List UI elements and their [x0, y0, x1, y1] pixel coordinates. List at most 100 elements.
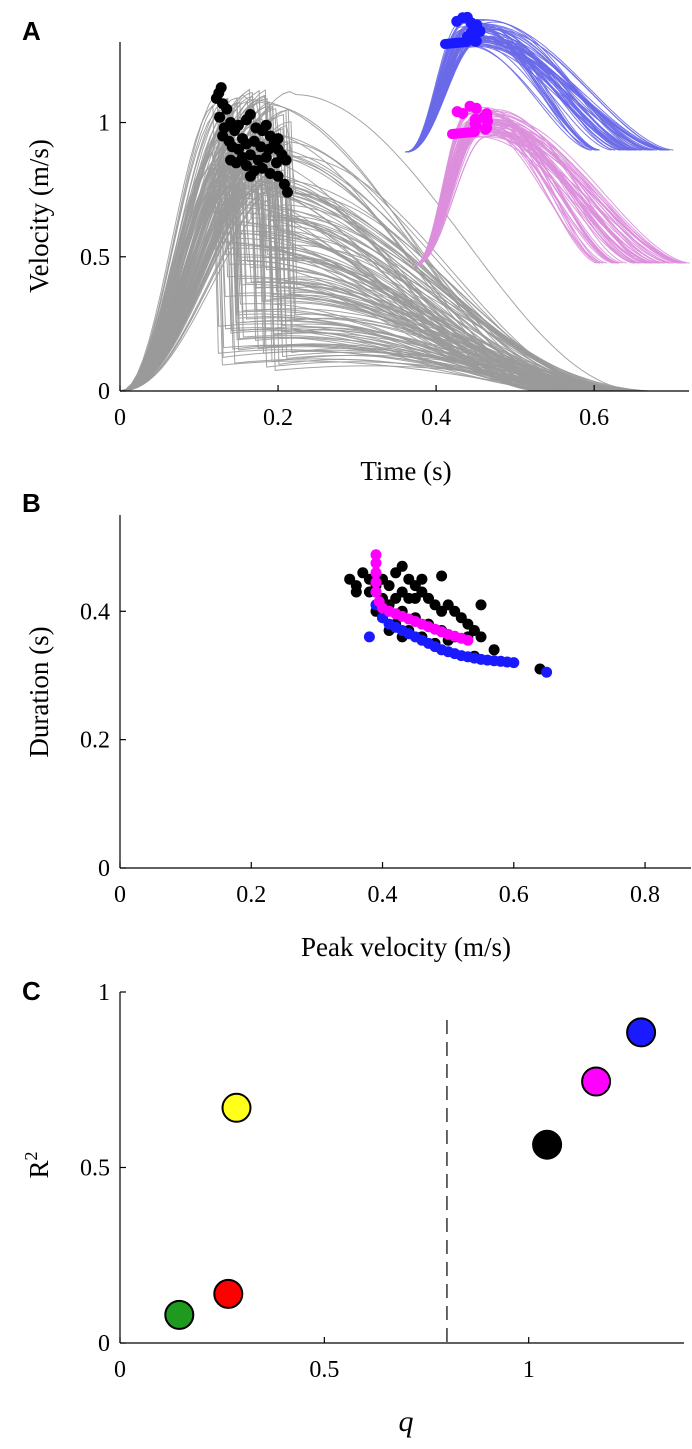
peak-velocity-marker — [260, 119, 272, 131]
panel-a-y-tick-label: 0 — [98, 379, 110, 405]
black-duration-point — [396, 560, 408, 572]
peak-velocity-marker — [240, 160, 252, 171]
black-duration-point — [488, 644, 500, 656]
gray-velocity-curve — [119, 88, 638, 392]
panel-b-letter: B — [22, 488, 41, 518]
panel-a-x-label: Time (s) — [360, 456, 451, 486]
black-duration-point — [350, 586, 362, 598]
pink-inset-curve — [412, 126, 687, 267]
peak-velocity-marker — [244, 170, 256, 182]
panel-c-x-tick-label: 0.5 — [309, 1357, 339, 1383]
blue-r2-point — [626, 1017, 657, 1048]
peak-velocity-marker — [225, 154, 237, 166]
blue-peak-band — [440, 37, 472, 49]
gray-velocity-curve — [119, 181, 606, 392]
blue-inset-curve — [405, 24, 597, 153]
blue-duration-point — [541, 666, 553, 678]
magenta-peak-band — [447, 127, 479, 139]
magenta-duration-point — [462, 634, 474, 646]
black-duration-point — [416, 573, 428, 585]
magenta-duration-point — [370, 586, 382, 598]
panel-b-x-tick-label: 0.4 — [368, 882, 398, 908]
panel-b-x-tick-label: 0 — [114, 882, 126, 908]
panel-b-y-ticks: 0 0.2 0.4 — [80, 599, 126, 882]
gray-velocity-curve — [119, 107, 551, 392]
panel-a-x-tick-label: 0 — [114, 405, 126, 431]
panel-c-y-ticks: 00.51 — [80, 980, 126, 1357]
panel-b-x-tick-label: 0.8 — [630, 882, 660, 908]
gray-velocity-curve — [119, 168, 570, 392]
panel-c-y-label-base: R — [24, 1160, 54, 1178]
blue-peak-marker — [451, 15, 463, 27]
peak-velocity-marker — [282, 186, 293, 198]
panel-c-y-tick-label: 1 — [98, 980, 110, 1006]
gray-velocity-curve — [119, 179, 614, 392]
black-r2-point — [532, 1129, 563, 1160]
yellow-r2-point — [221, 1092, 252, 1123]
black-duration-point — [475, 631, 487, 643]
magenta-peak-marker — [457, 108, 469, 119]
magenta-peak-marker — [480, 123, 491, 135]
red-r2-point — [213, 1278, 244, 1309]
magenta-r2-point — [581, 1066, 612, 1097]
panel-b-x-label: Peak velocity (m/s) — [301, 932, 511, 962]
panel-a-letter: A — [22, 16, 41, 46]
panel-a-gray-curves — [119, 88, 650, 392]
panel-c-y-tick-label: 0 — [98, 1331, 110, 1357]
gray-velocity-curve — [119, 95, 545, 392]
panel-b-x-tick-label: 0.6 — [499, 882, 529, 908]
panel-a-y-label: Velocity (m/s) — [24, 139, 54, 293]
panel-b-y-tick-label: 0.4 — [80, 599, 110, 625]
panel-c-y-label: R2 — [21, 1151, 54, 1178]
panel-a-insets — [405, 11, 690, 267]
peak-velocity-marker — [233, 119, 244, 131]
gray-velocity-curve — [119, 177, 576, 392]
blue-duration-point — [363, 631, 375, 643]
panel-c-x-ticks: 0 0.5 1 — [114, 1337, 535, 1383]
green-r2-point — [164, 1299, 195, 1330]
peak-velocity-marker — [271, 157, 282, 169]
gray-velocity-curve — [119, 165, 643, 392]
blue-inset-curve — [405, 43, 612, 153]
panel-c-points — [164, 1017, 657, 1330]
peak-velocity-marker — [221, 103, 233, 115]
gray-velocity-curve — [119, 177, 602, 392]
blue-peak-marker — [470, 35, 482, 47]
magenta-peak-marker — [470, 102, 482, 114]
pink-inset-curve — [412, 123, 670, 267]
panel-a-y-tick-label: 0.5 — [80, 245, 110, 271]
panel-b-points — [344, 549, 553, 678]
blue-inset-curve — [405, 37, 663, 153]
black-duration-point — [383, 580, 395, 592]
panel-a-y-ticks: 00.51 — [80, 111, 126, 405]
panel-a-x-tick-label: 0.4 — [421, 405, 451, 431]
gray-velocity-curve — [119, 142, 603, 392]
panel-c-x-label: q — [399, 1405, 414, 1438]
panel-b-y-label: Duration (s) — [24, 626, 54, 757]
panel-b-x-ticks: 0 0.2 0.4 0.6 0.8 — [114, 862, 660, 908]
panel-b-x-tick-label: 0.2 — [236, 882, 266, 908]
panel-b-y-tick-label: 0.2 — [80, 728, 110, 754]
panel-a-x-tick-label: 0.2 — [263, 405, 293, 431]
peak-velocity-marker — [280, 154, 292, 166]
magenta-duration-point — [370, 557, 382, 569]
magenta-duration-point — [370, 549, 382, 561]
blue-inset-curve — [405, 28, 616, 153]
gray-velocity-curve — [119, 97, 628, 392]
panel-c: C 0 0.5 1 00.51 q R2 — [21, 976, 684, 1438]
pink-inset-curve — [412, 136, 666, 267]
gray-velocity-curve — [119, 148, 588, 392]
gray-velocity-curve — [119, 91, 642, 392]
gray-velocity-curve — [119, 108, 640, 392]
panel-a-peak-markers — [210, 82, 293, 198]
peak-velocity-marker — [272, 133, 284, 145]
blue-peak-marker — [474, 25, 486, 37]
gray-velocity-curve — [119, 117, 540, 392]
gray-velocity-curve — [119, 126, 601, 392]
gray-velocity-curve — [119, 155, 639, 392]
blue-duration-point — [508, 657, 520, 669]
panel-a: A 0 0.2 0.4 0.6 00.51 Time (s) Velocity (m/… — [22, 11, 690, 486]
panel-c-x-tick-label: 1 — [523, 1357, 535, 1383]
magenta-duration-point — [370, 576, 382, 588]
